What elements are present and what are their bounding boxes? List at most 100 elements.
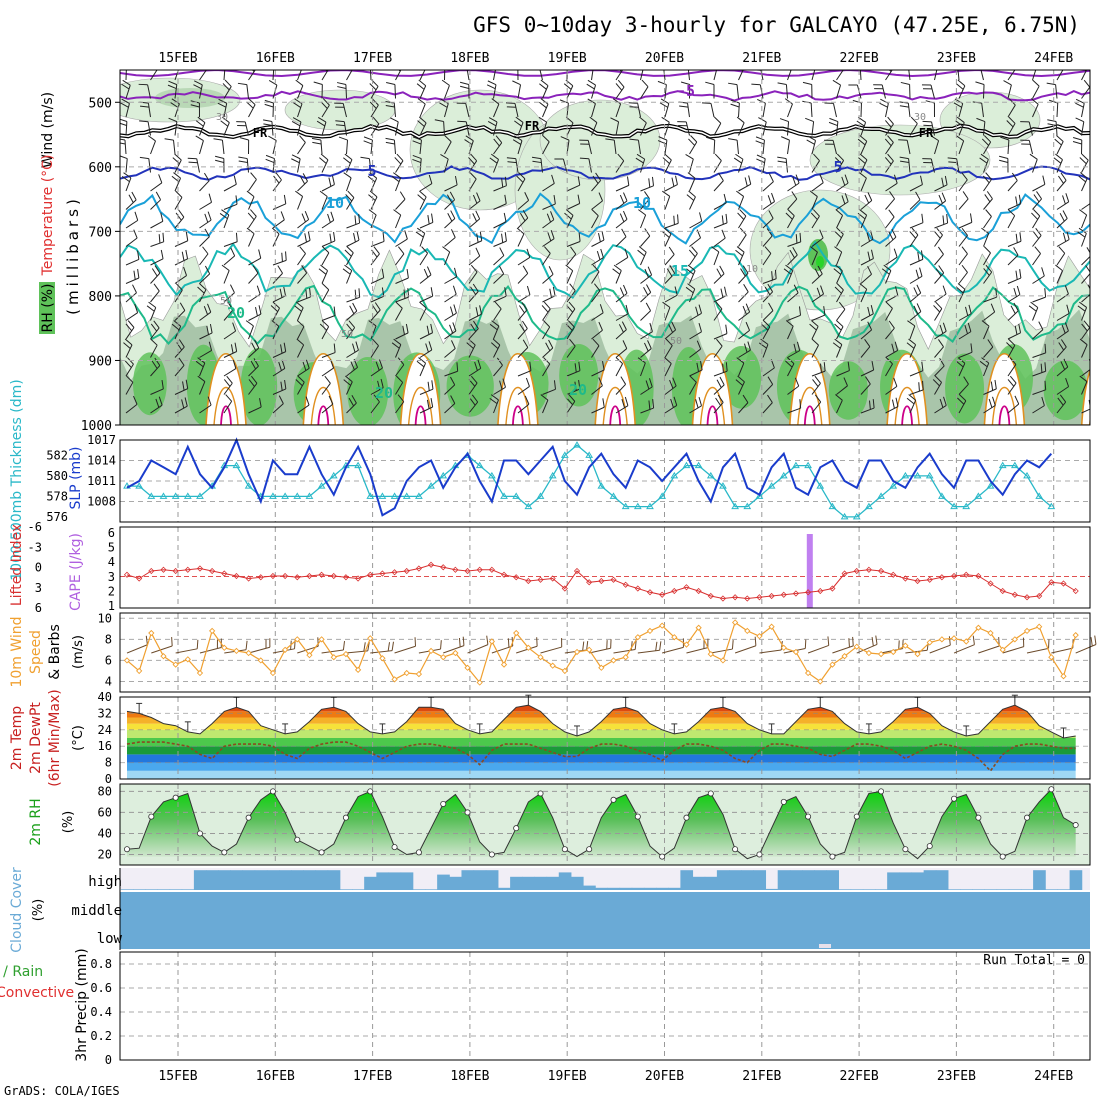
wind-frame xyxy=(120,613,1090,692)
rh-point xyxy=(927,843,932,848)
wind-barb xyxy=(954,645,974,653)
wind-barb-flag xyxy=(1010,62,1016,69)
axis-label-wind10m: 10m Wind xyxy=(9,616,25,687)
temp-tick-label: 8 xyxy=(105,756,112,770)
cloud-high-bar xyxy=(230,870,243,890)
cloud-high-bar xyxy=(984,889,997,890)
wind-barb-flag xyxy=(796,234,797,243)
wind-barb-flag xyxy=(923,381,924,390)
date-label-bottom: 21FEB xyxy=(742,1069,781,1084)
cloud-high-bar xyxy=(267,870,280,890)
wind-barb-flag xyxy=(898,140,907,141)
cloud-high-bar xyxy=(510,877,523,890)
cloud-high-bar xyxy=(717,870,730,890)
rh-point xyxy=(416,850,421,855)
date-label-bottom: 24FEB xyxy=(1034,1069,1073,1084)
rh-region xyxy=(829,361,868,420)
cloud-high-bar xyxy=(680,870,693,890)
lifted-tick-label: -6 xyxy=(28,520,42,534)
temp-tick-label: 40 xyxy=(98,690,112,704)
thickness-tick-label: 582 xyxy=(46,448,68,462)
date-label-top: 15FEB xyxy=(158,51,197,66)
temp-tick-label: 16 xyxy=(98,739,112,753)
wind-barb-flag xyxy=(583,642,584,651)
cloud-high-bar xyxy=(571,877,584,890)
date-label-bottom: 16FEB xyxy=(256,1069,295,1084)
wind-barb-flag xyxy=(1095,636,1096,645)
cloud-high-bar xyxy=(875,889,888,890)
cloud-high-bar xyxy=(705,877,718,890)
wind-barb-flag xyxy=(785,62,792,67)
precip-frame xyxy=(120,952,1090,1060)
cloud-high-bar xyxy=(486,870,499,890)
cloud-high-bar xyxy=(778,870,791,890)
date-label-bottom: 19FEB xyxy=(548,1069,587,1084)
rh-point xyxy=(149,814,154,819)
contour-label: -5 xyxy=(677,82,695,100)
rh-point xyxy=(854,814,859,819)
wind-barb-flag xyxy=(872,637,873,646)
temperature-band xyxy=(120,730,1090,738)
wind-barb-flag xyxy=(388,642,389,651)
wind-barb-flag xyxy=(343,641,344,650)
wind-barb xyxy=(395,646,416,653)
wind-barb-flag xyxy=(732,640,733,649)
wind-barb xyxy=(1051,648,1072,653)
rh-point xyxy=(587,847,592,852)
wind-speed-point xyxy=(404,671,409,676)
contour-label: 30 xyxy=(914,112,926,123)
wind-barb xyxy=(930,645,951,653)
rh-point xyxy=(611,797,616,802)
wind-barb-flag xyxy=(899,65,908,66)
cloud-low-gap xyxy=(819,944,831,948)
cloud-level-label: low xyxy=(97,931,123,947)
date-label-bottom: 23FEB xyxy=(937,1069,976,1084)
contour-label: 10 xyxy=(633,194,651,212)
date-label-top: 22FEB xyxy=(840,51,879,66)
cloud-high-bar xyxy=(291,870,304,890)
thickness-tick-label: 576 xyxy=(46,510,68,524)
cloud-high-bar xyxy=(826,870,839,890)
wind-barb-flag xyxy=(286,251,287,260)
cross-section-content xyxy=(100,62,1100,436)
cloud-high-bar xyxy=(243,870,256,890)
wind-speed-point xyxy=(866,651,871,656)
contour-label: 15 xyxy=(671,262,689,280)
rh-point xyxy=(1000,854,1005,859)
wind-barb-flag xyxy=(636,62,644,66)
wind-barb-flag xyxy=(323,62,329,68)
axis-label-cape: CAPE (J/kg) xyxy=(68,533,84,611)
cape-tick-label: 6 xyxy=(108,526,115,540)
cloud-high-bar xyxy=(303,870,316,890)
wind-barb xyxy=(541,647,562,653)
cape-tick-label: 3 xyxy=(108,570,115,584)
wind-barb-flag xyxy=(710,62,718,66)
axis-label-lifted: Lifted Index xyxy=(9,524,25,606)
lifted-tick-label: 6 xyxy=(35,601,42,615)
wind-tick-label: 10 xyxy=(98,611,112,625)
cloud-high-bar xyxy=(121,889,134,890)
rh-point xyxy=(781,799,786,804)
wind-barb-flag xyxy=(849,638,850,647)
date-label-top: 19FEB xyxy=(548,51,587,66)
wind-barb xyxy=(662,647,683,653)
wind-barb-flag xyxy=(217,63,225,66)
wind-barb-flag xyxy=(172,637,173,646)
cloud-level-label: high xyxy=(88,874,122,890)
wind-speed-point xyxy=(939,637,944,642)
y-tick-label: 900 xyxy=(89,354,112,369)
wind-barb xyxy=(984,85,985,99)
date-label-top: 24FEB xyxy=(1034,51,1073,66)
wind-barb xyxy=(735,646,756,653)
wind-barb xyxy=(176,649,198,653)
wind-barb-flag xyxy=(1045,344,1046,353)
wind-speed-point xyxy=(234,648,239,653)
cloud-high-bar xyxy=(352,889,365,890)
rh-point xyxy=(343,815,348,820)
temperature-band xyxy=(120,711,1090,717)
wind-speed-point xyxy=(952,636,957,641)
